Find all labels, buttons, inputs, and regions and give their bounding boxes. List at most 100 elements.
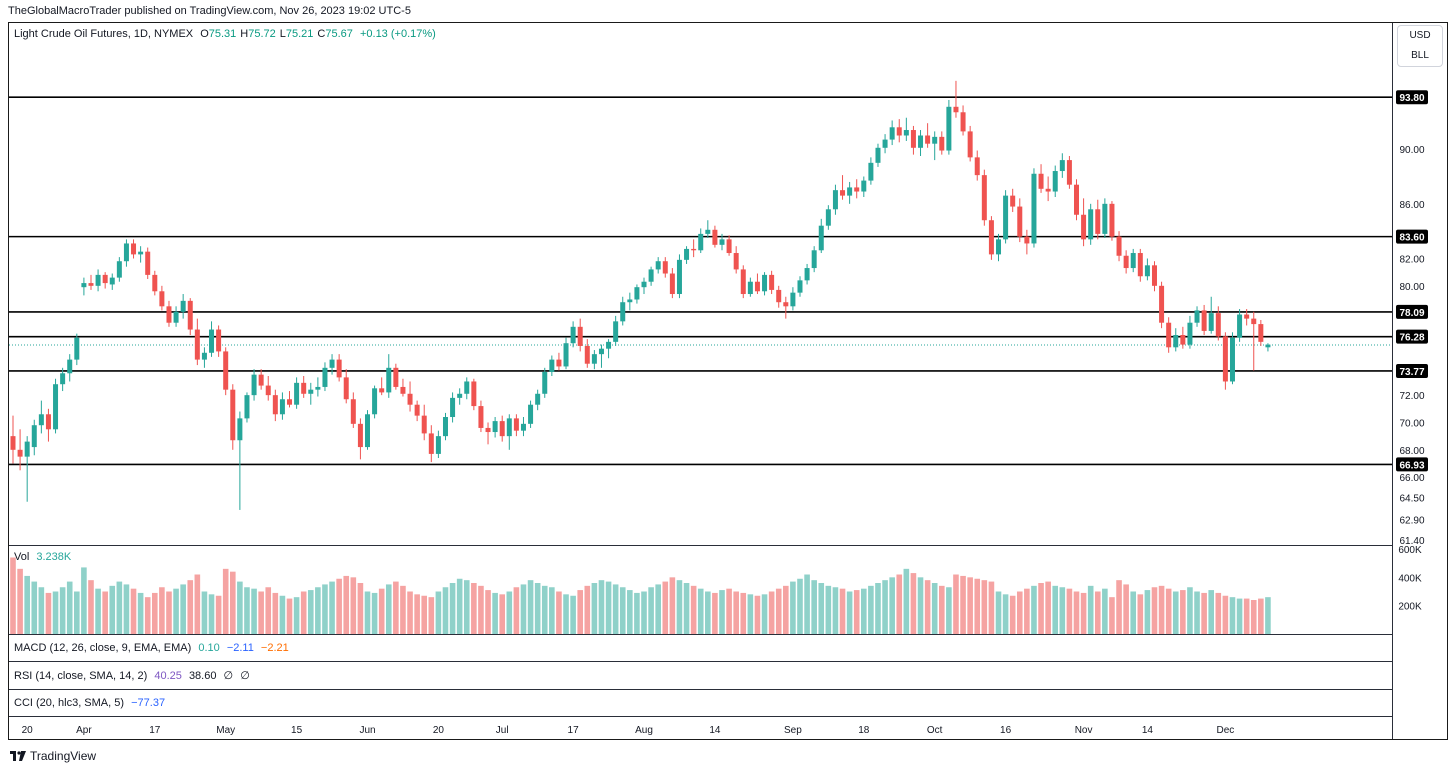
volume-bar [244,587,250,634]
candle-body [832,190,838,210]
candle-body [287,399,293,405]
volume-bar [208,594,215,634]
rsi-pane-divider[interactable] [9,661,1392,662]
price-tick-label: 66.00 [1399,473,1424,484]
volume-bar [627,590,633,634]
unit-label[interactable]: BLL [1411,50,1429,61]
price-tick-label: 70.00 [1399,418,1424,429]
candle [1173,328,1179,352]
price-level-badge: 76.28 [1396,329,1428,344]
time-tick-label: 15 [291,725,303,736]
candle-body [981,175,987,221]
candle [542,367,548,398]
volume-bar [1243,598,1250,634]
candle [116,257,122,282]
volume-bar [960,575,966,634]
candle [471,378,477,411]
candle [889,120,895,146]
volume-bar [17,568,23,634]
volume-bar [655,584,661,634]
candle [662,257,668,278]
candle-body [889,127,895,140]
price-level-badge: 66.93 [1396,457,1428,472]
candle-body [95,274,101,286]
candle-body [634,287,640,300]
volume-bar [1265,597,1271,634]
candle [825,205,831,230]
candle-body [244,395,250,419]
candle-body [1038,173,1044,189]
time-tick-label: Apr [76,725,92,736]
candle-body [598,348,604,355]
volume-bar [889,577,895,634]
candle-body [38,414,44,426]
candle [740,265,746,299]
cci-pane-divider[interactable] [9,689,1392,690]
candle-body [1137,253,1143,277]
candle-body [1237,314,1243,338]
candle-body [811,250,817,269]
candle [1130,248,1136,273]
macd-pane-divider[interactable] [9,634,1392,635]
candle-body [322,367,328,387]
macd-legend[interactable]: MACD (12, 26, close, 9, EMA, EMA) 0.10 −… [14,642,289,654]
candle-body [570,326,576,344]
volume-bar [804,574,810,634]
candle-body [230,389,236,441]
volume-value: 3.238K [36,551,72,563]
candle [1109,201,1115,241]
volume-bar [173,588,179,634]
symbol-title[interactable]: Light Crude Oil Futures, 1D, NYMEX [14,28,194,40]
price-level-badge-label: 73.77 [1399,367,1424,378]
candle-body [1166,322,1172,348]
candle-body [676,259,682,295]
volume-bar [307,590,314,634]
volume-bar [853,590,860,634]
volume-legend[interactable]: Vol 3.238K [14,551,71,563]
candle [1017,198,1023,243]
candle [513,414,519,437]
candle [967,125,973,162]
time-tick-label: 14 [709,725,721,736]
time-tick-label: 20 [433,725,445,736]
candle [1102,198,1108,238]
volume-bar [1116,580,1122,634]
volume-bar [1052,585,1059,634]
volume-bar [237,581,243,634]
price-tick-label: 82.00 [1399,254,1424,265]
candle [1159,281,1165,329]
candle-body [840,190,846,196]
candle [506,414,512,450]
candle-body [1031,173,1037,244]
candle-body [733,253,739,270]
candle [400,378,406,397]
volume-pane-divider[interactable] [9,545,1392,546]
currency-unit-selector[interactable]: USD BLL [1397,25,1443,67]
candle [726,235,732,256]
candle [478,400,484,433]
candle [138,246,144,263]
volume-bar [315,587,321,634]
rsi-legend[interactable]: RSI (14, close, SMA, 14, 2) 40.25 38.60 … [14,669,250,682]
volume-bar [619,587,626,634]
cci-legend[interactable]: CCI (20, hlc3, SMA, 5) −77.37 [14,697,165,709]
volume-bar [265,587,272,634]
price-tick-label: 86.00 [1399,200,1424,211]
candle-body [24,441,30,457]
volume-bar [605,581,612,634]
candle [1137,248,1143,282]
candle [1215,306,1221,341]
volume-bar [1201,592,1207,634]
footer-brand: TradingView [10,749,96,763]
volume-bar [520,584,527,634]
currency-label[interactable]: USD [1409,30,1431,41]
volume-bar [988,581,995,634]
price-level-badge: 93.80 [1396,90,1428,105]
candle-body [1066,160,1072,185]
candle [840,175,846,200]
candle [1081,198,1087,247]
candle [166,300,172,327]
price-tick-label: 62.90 [1399,516,1424,527]
time-tick-label: 18 [858,725,870,736]
